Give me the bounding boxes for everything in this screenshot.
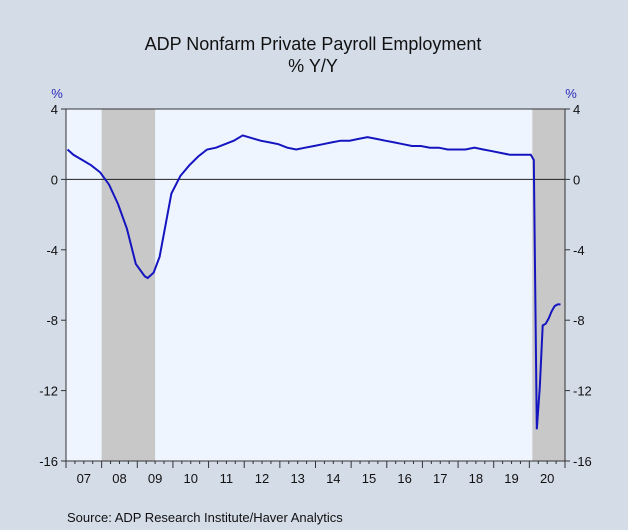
- y-tick-label-right: -16: [573, 454, 592, 469]
- x-tick-label: 11: [220, 471, 234, 486]
- y-tick-label-left: -12: [39, 384, 58, 399]
- y-axis-left: 4 0 -4 -8 -12 -16: [39, 102, 66, 469]
- x-tick-label: 12: [255, 471, 269, 486]
- x-tick-label: 09: [148, 471, 162, 486]
- x-axis: 07 08 09 10 11 12 13 14 15 16 17 18 19 20: [65, 461, 566, 486]
- y-axis-right: 4 0 -4 -8 -12 -16: [565, 102, 592, 469]
- x-tick-label: 18: [469, 471, 483, 486]
- x-tick-label: 08: [112, 471, 126, 486]
- y-tick-label-left: 0: [51, 172, 58, 187]
- y-tick-label-left: -8: [46, 313, 58, 328]
- y-tick-label-left: -16: [39, 454, 58, 469]
- y-tick-label-right: 4: [573, 102, 580, 117]
- y-tick-label-left: -4: [46, 243, 58, 258]
- x-tick-label: 15: [362, 471, 376, 486]
- x-tick-label: 17: [433, 471, 447, 486]
- x-tick-label: 13: [290, 471, 304, 486]
- recession-shading: [101, 109, 565, 461]
- y-axis-unit-right: %: [565, 86, 577, 101]
- chart-subtitle: % Y/Y: [288, 56, 338, 76]
- y-axis-unit-left: %: [51, 86, 63, 101]
- x-tick-label: 19: [504, 471, 518, 486]
- x-tick-label: 16: [397, 471, 411, 486]
- series-line: [66, 134, 561, 430]
- source-note: Source: ADP Research Institute/Haver Ana…: [67, 510, 343, 525]
- y-tick-label-right: -12: [573, 384, 592, 399]
- x-tick-label: 20: [540, 471, 554, 486]
- chart-title: ADP Nonfarm Private Payroll Employment: [145, 34, 482, 54]
- y-tick-label-right: 0: [573, 172, 580, 187]
- y-tick-label-left: 4: [51, 102, 58, 117]
- x-tick-label: 10: [184, 471, 198, 486]
- y-tick-label-right: -8: [573, 313, 585, 328]
- y-tick-label-right: -4: [573, 243, 585, 258]
- x-tick-label: 14: [326, 471, 340, 486]
- x-tick-label: 07: [77, 471, 91, 486]
- recession-band-1: [101, 109, 156, 461]
